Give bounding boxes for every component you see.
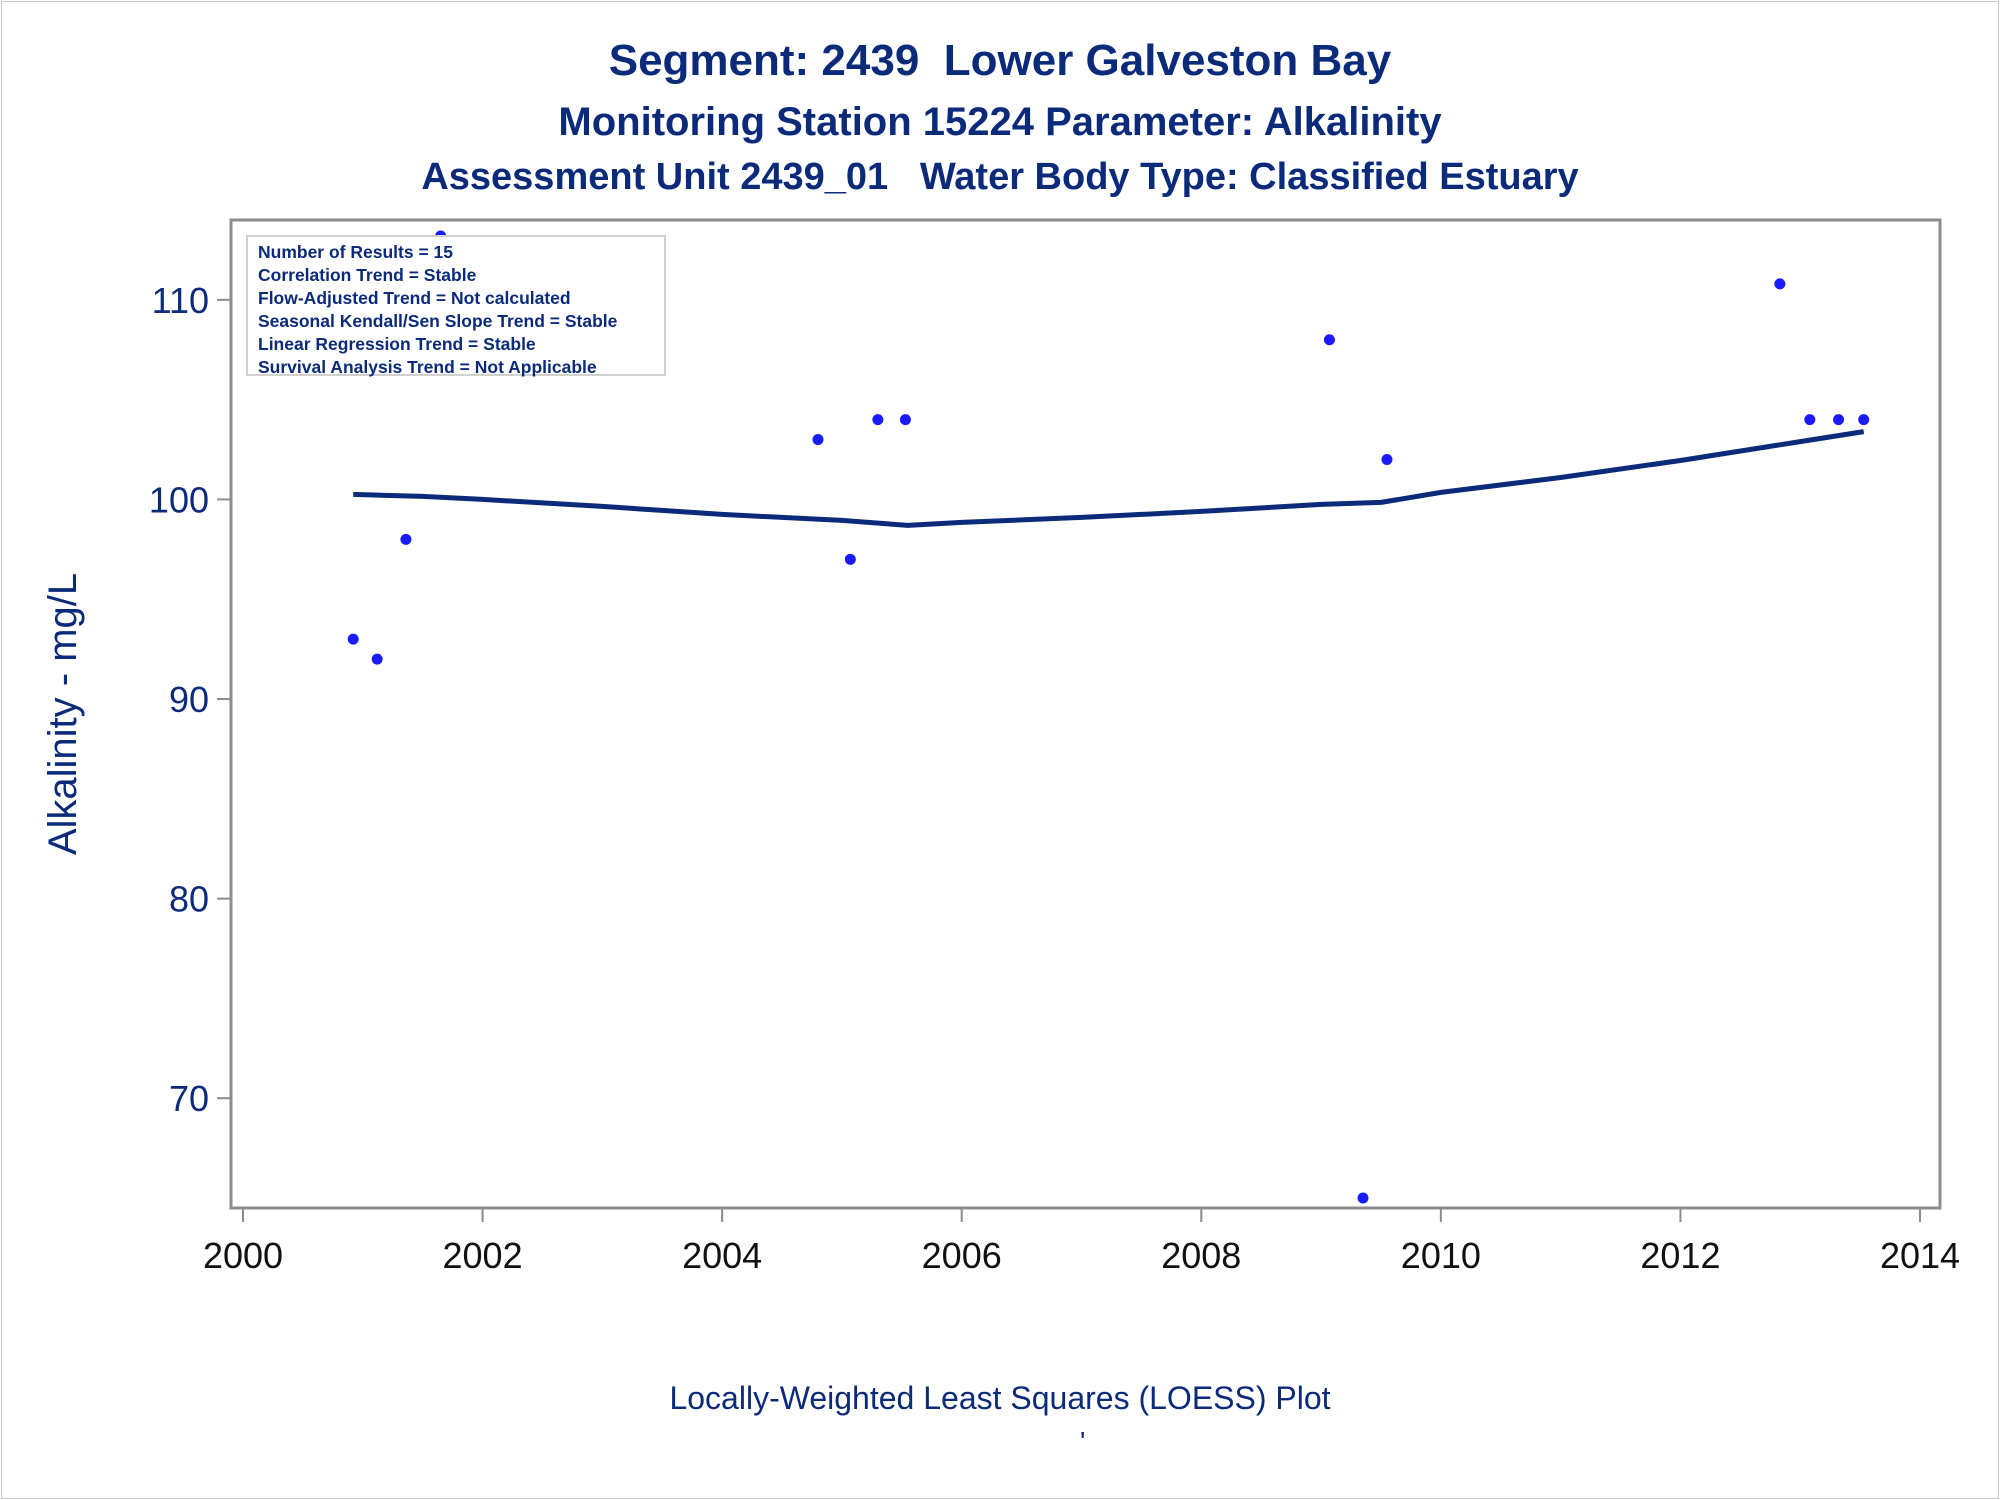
y-axis-label: Alkalinity - mg/L bbox=[41, 573, 85, 855]
stat-survival-analysis-trend: Survival Analysis Trend = Not Applicable bbox=[258, 357, 597, 377]
x-tick-label: 2000 bbox=[203, 1235, 283, 1276]
x-tick-label: 2008 bbox=[1161, 1235, 1241, 1276]
stat-flow-adjusted-trend: Flow-Adjusted Trend = Not calculated bbox=[258, 288, 571, 308]
x-axis-label: Locally-Weighted Least Squares (LOESS) P… bbox=[669, 1380, 1331, 1416]
stat-linear-regression-trend: Linear Regression Trend = Stable bbox=[258, 334, 536, 354]
x-axis: 2000 2002 2004 2006 2008 2010 2012 2014 bbox=[203, 1208, 1960, 1276]
y-tick-label: 80 bbox=[169, 879, 209, 920]
y-tick-label: 70 bbox=[169, 1078, 209, 1119]
data-point bbox=[1323, 334, 1335, 346]
chart-title: Segment: 2439 Lower Galveston Bay bbox=[608, 36, 1392, 85]
data-point bbox=[872, 414, 884, 426]
x-tick-label: 2002 bbox=[443, 1235, 523, 1276]
data-point bbox=[844, 553, 856, 565]
y-tick-label: 90 bbox=[169, 679, 209, 720]
y-axis: 70 80 90 100 110 bbox=[149, 280, 231, 1119]
x-tick-label: 2012 bbox=[1640, 1235, 1720, 1276]
data-point bbox=[347, 633, 359, 645]
plot-area bbox=[229, 218, 1942, 1210]
x-tick-label: 2006 bbox=[922, 1235, 1002, 1276]
data-point bbox=[899, 414, 911, 426]
data-point bbox=[1833, 414, 1845, 426]
stat-number-of-results: Number of Results = 15 bbox=[258, 242, 453, 262]
x-tick-label: 2004 bbox=[682, 1235, 762, 1276]
x-tick-label: 2014 bbox=[1880, 1235, 1960, 1276]
data-point bbox=[400, 533, 412, 545]
y-tick-label: 100 bbox=[149, 479, 209, 520]
trend-stats-box: Number of Results = 15 Correlation Trend… bbox=[246, 235, 666, 377]
chart-subtitle-station: Monitoring Station 15224 Parameter: Alka… bbox=[558, 100, 1442, 144]
data-point bbox=[371, 653, 383, 665]
stat-seasonal-kendall-trend: Seasonal Kendall/Sen Slope Trend = Stabl… bbox=[258, 311, 618, 331]
data-point bbox=[812, 434, 824, 446]
loess-line bbox=[353, 429, 1865, 528]
data-point bbox=[1858, 414, 1870, 426]
footnote-mark: ' bbox=[1080, 1426, 1086, 1457]
data-point bbox=[1357, 1192, 1369, 1204]
chart-subtitle-assessment: Assessment Unit 2439_01 Water Body Type:… bbox=[421, 156, 1579, 198]
x-tick-label: 2010 bbox=[1401, 1235, 1481, 1276]
data-point bbox=[1804, 414, 1816, 426]
data-point bbox=[1381, 454, 1393, 466]
data-point bbox=[1774, 278, 1786, 290]
y-tick-label: 110 bbox=[152, 280, 209, 321]
stat-correlation-trend: Correlation Trend = Stable bbox=[258, 265, 477, 285]
